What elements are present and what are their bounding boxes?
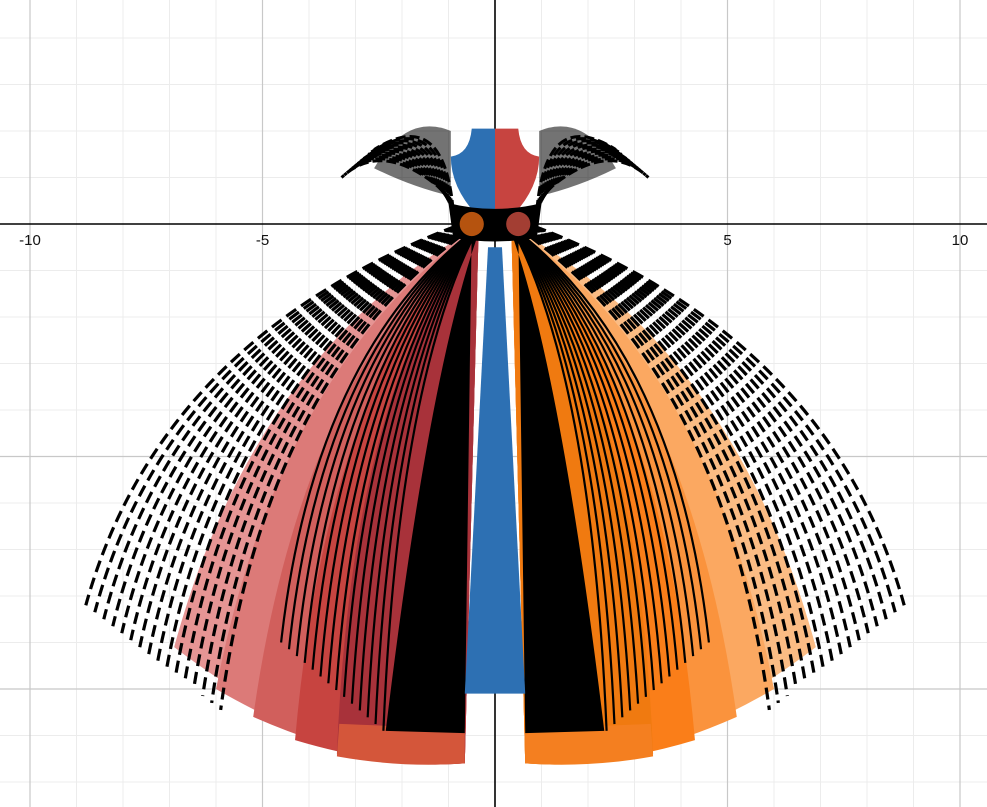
- waist-bead-left: [459, 211, 484, 237]
- skirt-left-line: [319, 225, 480, 677]
- skirt-right-dashed-line: [520, 224, 807, 683]
- skirt-left-line: [358, 225, 480, 711]
- skirt-right-dashed-line: [521, 224, 816, 676]
- skirt-right-dashed-line: [518, 224, 798, 690]
- skirt-right-dashed-line: [527, 224, 861, 641]
- sleeve-left-ruffle: [374, 126, 451, 197]
- bodice-right: [495, 128, 540, 215]
- skirt-right-line: [510, 225, 710, 643]
- skirt-left-dashed-line: [102, 224, 459, 620]
- skirt-left-dashed-line: [210, 224, 474, 704]
- skirt-left-line: [335, 225, 480, 691]
- skirt-right-line: [510, 225, 663, 684]
- x-tick-label-10: 10: [952, 232, 969, 249]
- sleeve-right-ruffle: [539, 126, 616, 197]
- skirt-right-line: [510, 225, 632, 711]
- skirt-right-dashed-line: [532, 224, 897, 613]
- skirt-left-dashed-line: [201, 224, 473, 697]
- waist-bead-right: [506, 211, 531, 237]
- skirt-left-line: [342, 225, 480, 697]
- skirt-left-line: [280, 225, 480, 643]
- skirt-right-dashed-line: [516, 224, 780, 704]
- skirt-right-dashed-line: [533, 224, 906, 606]
- x-tick-label-neg10: -10: [19, 232, 41, 249]
- skirt-right-line: [510, 225, 648, 697]
- skirt-left-dashed-line: [129, 224, 463, 641]
- skirt-left-dashed-line: [219, 225, 475, 711]
- skirt-right-dashed-line: [528, 224, 870, 634]
- skirt-left-line: [327, 225, 480, 684]
- skirt-left-line: [287, 225, 480, 650]
- bodice-left: [450, 128, 495, 215]
- dress-figure: [84, 126, 906, 765]
- skirt-left-dashed-line: [84, 224, 457, 606]
- skirt-right-line: [510, 225, 640, 704]
- skirt-right-dashed-line: [522, 224, 825, 669]
- skirt-left-dashed-line: [156, 224, 467, 662]
- skirt-right-dashed-line: [515, 225, 771, 711]
- tick-labels: -10 -5 5 10: [19, 232, 968, 249]
- skirt-left-hem: [336, 723, 465, 765]
- skirt-right-line: [510, 225, 608, 731]
- skirt-right-line: [510, 225, 687, 663]
- skirt-left-line: [311, 225, 480, 670]
- skirt-left-dashed-line: [93, 224, 458, 613]
- skirt-right-dashed-line: [525, 224, 843, 655]
- skirt-left-dashed-line: [147, 224, 465, 655]
- skirt-left-dashed-line: [165, 224, 468, 669]
- skirt-left-line: [303, 225, 480, 663]
- skirt-right-line: [510, 225, 616, 725]
- skirt-right-dashed-line: [517, 224, 789, 697]
- skirt-right-dashed-line: [526, 224, 852, 648]
- skirt-left-line: [350, 225, 480, 704]
- skirt-left-dashed-line: [120, 224, 462, 634]
- x-tick-label-neg5: -5: [256, 232, 269, 249]
- skirt-right-line: [510, 225, 655, 691]
- skirt-left-dashed-line: [174, 224, 469, 676]
- skirt-left-dashed-line: [111, 224, 460, 627]
- skirt-left-dashed-line: [138, 224, 464, 648]
- skirt-left-line: [382, 225, 480, 731]
- skirt-left-inner: [385, 226, 482, 734]
- skirt-right-line: [510, 225, 695, 657]
- skirt-left-line: [366, 225, 480, 718]
- skirt-left-dashed-line: [192, 224, 472, 690]
- skirt-left-line: [295, 225, 480, 657]
- inner-panel: [464, 247, 526, 694]
- skirt-right-dashed-line: [530, 224, 879, 627]
- x-tick-label-5: 5: [723, 232, 731, 249]
- skirt-right-dashed-line: [523, 224, 834, 662]
- skirt-right-hem: [525, 723, 654, 765]
- skirt-right-inner: [508, 226, 605, 734]
- skirt-right-line: [510, 225, 671, 677]
- skirt-right-line: [510, 225, 703, 650]
- skirt-left-dashed-line: [183, 224, 470, 683]
- skirt-right-line: [510, 225, 679, 670]
- skirt-left-line: [374, 225, 480, 725]
- skirt-right-line: [510, 225, 624, 718]
- skirt-right-dashed-line: [531, 224, 888, 620]
